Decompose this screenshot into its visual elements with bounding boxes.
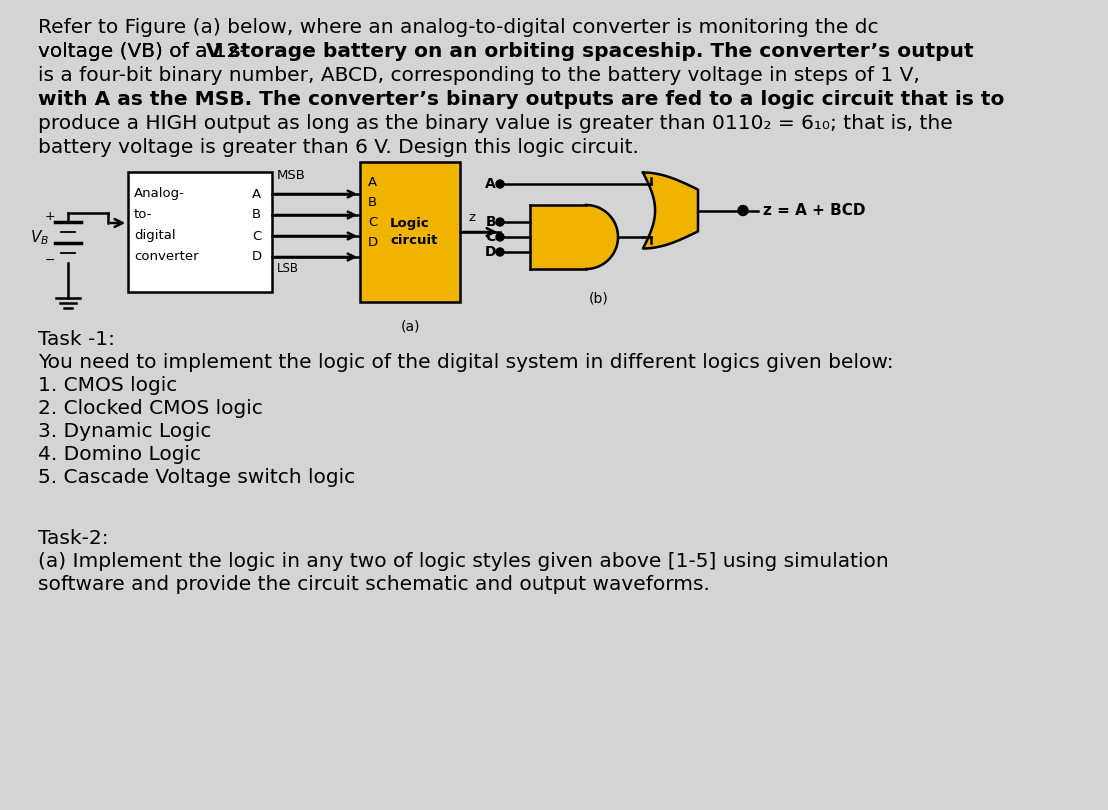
Bar <box>360 162 460 302</box>
Text: C: C <box>252 229 261 242</box>
Text: $V_B$: $V_B$ <box>30 228 49 247</box>
Circle shape <box>496 233 504 241</box>
Text: +: + <box>44 210 55 223</box>
Text: 5. Cascade Voltage switch logic: 5. Cascade Voltage switch logic <box>38 468 356 487</box>
Text: Analog-: Analog- <box>134 187 185 201</box>
Bar <box>530 205 586 269</box>
Polygon shape <box>586 205 618 269</box>
Text: produce a HIGH output as long as the binary value is greater than 0110₂ = 6₁₀; t: produce a HIGH output as long as the bin… <box>38 114 953 133</box>
Text: voltage (VB) of a 12-: voltage (VB) of a 12- <box>38 42 247 61</box>
Text: B: B <box>485 215 496 229</box>
Text: C: C <box>368 215 377 228</box>
Text: −: − <box>44 254 55 266</box>
Text: D: D <box>368 236 378 249</box>
Polygon shape <box>643 173 698 249</box>
Text: C: C <box>485 230 496 244</box>
Circle shape <box>496 180 504 188</box>
Text: digital: digital <box>134 229 176 242</box>
Text: Task-2:: Task-2: <box>38 529 109 548</box>
Text: 1. CMOS logic: 1. CMOS logic <box>38 376 177 395</box>
Circle shape <box>496 248 504 256</box>
Text: circuit: circuit <box>390 233 438 246</box>
Text: (b): (b) <box>589 292 609 306</box>
Text: A: A <box>485 177 496 191</box>
Text: z = A + BCD: z = A + BCD <box>763 203 865 218</box>
Text: A: A <box>368 176 377 189</box>
Text: 4. Domino Logic: 4. Domino Logic <box>38 445 201 464</box>
Text: (a): (a) <box>400 320 420 334</box>
Text: 3. Dynamic Logic: 3. Dynamic Logic <box>38 422 212 441</box>
Text: with A as the MSB. The converter’s binary outputs are fed to a logic circuit tha: with A as the MSB. The converter’s binar… <box>38 90 1004 109</box>
Text: (a) Implement the logic in any two of logic styles given above [1-5] using simul: (a) Implement the logic in any two of lo… <box>38 552 889 571</box>
Text: D: D <box>252 250 263 263</box>
Circle shape <box>738 206 748 215</box>
Text: V storage battery on an orbiting spaceship. The converter’s output: V storage battery on an orbiting spacesh… <box>206 42 974 61</box>
Text: B: B <box>252 208 261 221</box>
Text: software and provide the circuit schematic and output waveforms.: software and provide the circuit schemat… <box>38 575 710 594</box>
Text: B: B <box>368 195 377 208</box>
Circle shape <box>496 218 504 226</box>
Text: z: z <box>468 211 475 224</box>
Text: 2. Clocked CMOS logic: 2. Clocked CMOS logic <box>38 399 263 418</box>
Text: is a four-bit binary number, ABCD, corresponding to the battery voltage in steps: is a four-bit binary number, ABCD, corre… <box>38 66 920 85</box>
Text: Logic: Logic <box>390 218 430 231</box>
Text: converter: converter <box>134 250 198 263</box>
Bar <box>129 172 271 292</box>
Text: to-: to- <box>134 208 153 221</box>
Text: D: D <box>484 245 496 259</box>
Text: battery voltage is greater than 6 V. Design this logic circuit.: battery voltage is greater than 6 V. Des… <box>38 138 639 157</box>
Text: Task -1:: Task -1: <box>38 330 115 349</box>
Text: voltage (VB) of a 12-: voltage (VB) of a 12- <box>38 42 247 61</box>
Text: MSB: MSB <box>277 169 306 182</box>
Text: A: A <box>252 187 261 201</box>
Text: LSB: LSB <box>277 262 299 275</box>
Text: Refer to Figure (a) below, where an analog-to-digital converter is monitoring th: Refer to Figure (a) below, where an anal… <box>38 18 879 37</box>
Text: You need to implement the logic of the digital system in different logics given : You need to implement the logic of the d… <box>38 353 894 372</box>
